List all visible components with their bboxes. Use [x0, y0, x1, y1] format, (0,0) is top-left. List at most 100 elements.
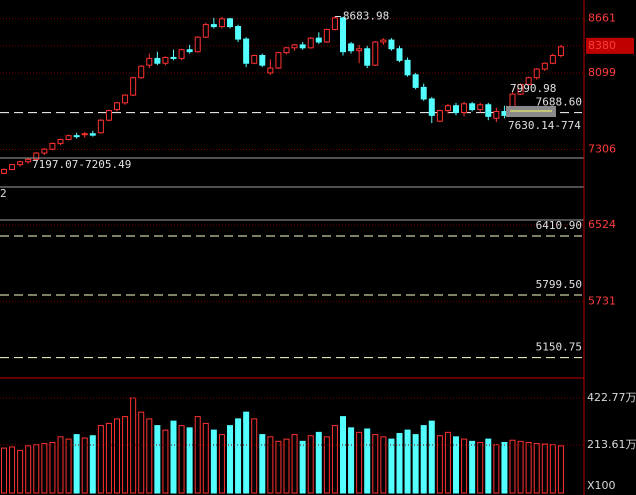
volume-bar [146, 418, 153, 494]
volume-bar [17, 449, 24, 494]
candle-body [541, 62, 548, 70]
volume-bar [331, 425, 338, 494]
candle-body [315, 37, 322, 43]
y-tick-label: 8661 [588, 12, 616, 25]
volume-bar [356, 431, 363, 494]
candle-body [283, 47, 290, 54]
candle-body [493, 111, 500, 119]
volume-bar [267, 436, 274, 494]
volume-bar [65, 438, 72, 494]
volume-bar [89, 435, 96, 494]
volume-bar [420, 425, 427, 494]
candle-body [412, 74, 419, 88]
volume-bar [194, 416, 201, 494]
candle-body [469, 103, 476, 111]
candle-body [146, 57, 153, 66]
candle-body [105, 110, 112, 121]
volume-bar [291, 434, 298, 494]
volume-bar [509, 439, 516, 494]
candle-body [356, 48, 363, 52]
candle-body [218, 18, 225, 28]
candle-body [428, 98, 435, 116]
candle-body [404, 59, 411, 76]
candle-body [525, 77, 532, 85]
volume-bar [251, 418, 258, 494]
candle-body [267, 67, 274, 74]
candle-body [259, 55, 266, 66]
volume-bar [162, 429, 169, 494]
volume-bar [202, 422, 209, 494]
volume-bar [73, 434, 80, 494]
annotation: 7990.98 [510, 82, 556, 95]
y-tick-label: 8099 [588, 66, 616, 79]
candle-body [97, 119, 104, 134]
volume-bar [348, 427, 355, 494]
volume-bar [210, 429, 217, 494]
candle-body [557, 46, 564, 57]
volume-bar [299, 440, 306, 494]
volume-bar [493, 444, 500, 494]
volume-bar [525, 441, 532, 494]
y-tick-label: 5731 [588, 295, 616, 308]
volume-bar [41, 443, 48, 494]
candle-body [9, 164, 16, 170]
candle-body [517, 83, 524, 95]
volume-bar [501, 441, 508, 494]
candle-body [138, 65, 145, 79]
volume-bar [372, 434, 379, 494]
volume-bar [138, 411, 145, 494]
candle-body [372, 41, 379, 66]
candle-body [235, 26, 242, 40]
volume-bar [275, 440, 282, 494]
candle-body [210, 24, 217, 28]
candle-body [396, 48, 403, 61]
candle-body [57, 139, 64, 144]
volume-bar [388, 438, 395, 494]
volume-bar [557, 445, 564, 494]
candle-body [348, 43, 355, 52]
candle-body [122, 94, 129, 104]
volume-bar [170, 420, 177, 494]
peak-label: 8683.98 [343, 10, 389, 23]
volume-bar [186, 427, 193, 494]
candle-body [251, 55, 258, 64]
volume-bar [396, 432, 403, 494]
candle-body [178, 49, 185, 59]
candle-body [485, 104, 492, 117]
volume-bar [541, 443, 548, 494]
candle-body [194, 36, 201, 53]
volume-bar [404, 429, 411, 494]
candle-body [380, 39, 387, 43]
candle-body [33, 152, 40, 160]
volume-tick-label: 213.61万 [587, 438, 636, 451]
volume-bar [453, 436, 459, 494]
volume-bar [97, 425, 104, 494]
candle-body [444, 105, 451, 112]
candle-body [364, 48, 371, 66]
candle-body [299, 44, 306, 49]
volume-bar [477, 441, 484, 494]
candle-body [49, 142, 56, 150]
candle-body [533, 68, 540, 79]
candle-body [461, 103, 468, 113]
volume-bar [105, 422, 112, 494]
volume-bar [323, 436, 330, 494]
candle-body [89, 133, 96, 136]
y-tick-label: 6524 [588, 218, 616, 231]
candle-body [307, 37, 314, 49]
volume-bar [364, 428, 371, 494]
volume-bar [315, 431, 322, 494]
candle-body [154, 57, 161, 64]
candle-body [340, 17, 346, 53]
price-marker [586, 37, 634, 54]
candle-body [162, 56, 169, 64]
candle-body [227, 18, 233, 28]
candle-body [114, 102, 120, 111]
volume-bar [81, 437, 88, 494]
candle-body [388, 39, 395, 50]
candle-body [453, 105, 459, 113]
volume-bar [469, 440, 476, 494]
volume-bar [243, 411, 250, 494]
